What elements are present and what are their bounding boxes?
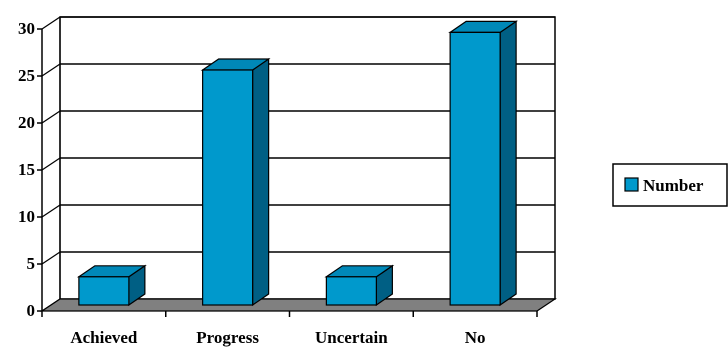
y-tick-label: 10 <box>18 207 35 226</box>
y-tick-label: 20 <box>18 113 35 132</box>
side-gridline <box>41 110 61 124</box>
chart-bars <box>76 20 519 307</box>
chart-floor-plane <box>40 298 557 312</box>
side-gridline <box>41 157 61 171</box>
chart-floor <box>40 298 557 312</box>
y-tick-label: 0 <box>27 301 36 320</box>
x-tick-label: Progress <box>196 328 259 347</box>
legend-swatch <box>624 177 639 192</box>
x-axis-tick-labels: Achieved Progress Uncertain No <box>70 328 485 347</box>
bar-uncertain <box>324 264 395 307</box>
x-tick-label: Achieved <box>70 328 138 347</box>
x-tick-label: No <box>465 328 486 347</box>
bar-progress <box>200 57 271 307</box>
y-tick-label: 30 <box>18 19 35 38</box>
chart-axes <box>37 17 538 317</box>
y-tick-label: 15 <box>18 160 35 179</box>
bar-front-face <box>449 31 501 306</box>
x-tick-label: Uncertain <box>315 328 388 347</box>
bar-no <box>448 20 519 307</box>
legend: Number <box>612 163 728 207</box>
bar-front-face <box>202 69 254 306</box>
y-axis-tick-labels: 0 5 10 15 20 25 30 <box>18 19 35 320</box>
y-tick-label: 5 <box>27 254 36 273</box>
bar-front-face <box>78 276 130 306</box>
bar-front-face <box>325 276 377 306</box>
side-gridline <box>41 204 61 218</box>
bar-side-face <box>499 20 517 307</box>
bar-side-face <box>252 57 270 307</box>
bar-achieved <box>76 264 147 307</box>
side-gridline <box>41 16 61 30</box>
y-tick-label: 25 <box>18 66 35 85</box>
side-gridline <box>41 251 61 265</box>
legend-label-number: Number <box>643 176 704 195</box>
side-gridline <box>41 63 61 77</box>
